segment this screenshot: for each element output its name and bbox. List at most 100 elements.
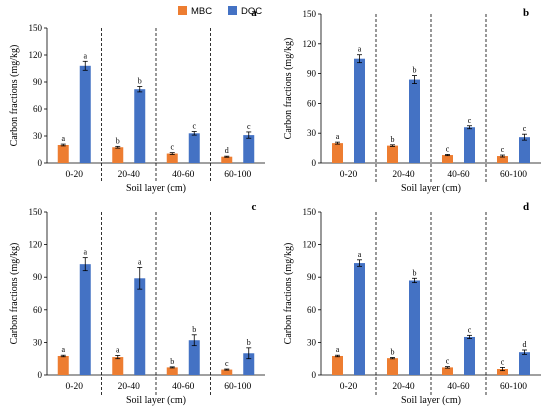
- bar-doc: [519, 137, 530, 163]
- bar-doc: [134, 278, 146, 375]
- y-axis-title: Carbon fractions (mg/kg): [9, 45, 20, 147]
- bar-doc: [79, 65, 91, 163]
- x-axis-title: Soil layer (cm): [126, 183, 186, 194]
- x-tick-label: 20-40: [118, 170, 140, 180]
- x-tick-label: 0-20: [66, 382, 84, 392]
- x-tick-label: 60-100: [224, 170, 251, 180]
- chart-panel-a: 0 30 60 90 120 150 a a 0-20 b b 20-40 c c 40-60 d c 60-10…: [9, 7, 265, 194]
- significance-label: a: [358, 45, 362, 54]
- y-tick-label: 120: [29, 50, 43, 60]
- significance-label: b: [413, 66, 417, 75]
- y-tick-label: 90: [33, 272, 43, 282]
- bar-doc: [188, 340, 200, 375]
- x-axis-title: Soil layer (cm): [126, 395, 186, 406]
- chart-panel-b: 0 30 60 90 120 150 a a 0-20 b b 20-40 c c 40-60 c c 60-10…: [283, 7, 541, 194]
- significance-label: b: [192, 325, 196, 334]
- significance-label: b: [170, 357, 174, 366]
- significance-label: b: [391, 348, 395, 357]
- y-tick-label: 150: [303, 207, 317, 217]
- y-tick-label: 90: [307, 69, 317, 79]
- bar-mbc: [166, 367, 178, 375]
- significance-label: c: [170, 143, 174, 152]
- bar-mbc: [112, 147, 124, 163]
- x-tick-label: 0-20: [66, 170, 84, 180]
- significance-label: a: [116, 345, 120, 354]
- significance-label: a: [61, 345, 65, 354]
- y-tick-label: 0: [38, 370, 43, 380]
- bar-doc: [464, 336, 475, 375]
- bar-mbc: [112, 357, 124, 375]
- bar-mbc: [497, 369, 508, 375]
- x-tick-label: 0-20: [340, 170, 358, 180]
- y-axis-title: Carbon fractions (mg/kg): [9, 243, 20, 345]
- bar-doc: [354, 263, 365, 375]
- panel-letter: d: [523, 201, 529, 213]
- y-axis-title: Carbon fractions (mg/kg): [283, 38, 294, 140]
- chart-panel-c: 0 30 60 90 120 150 a a 0-20 a a 20-40 b b 40-60 c b 60-10…: [9, 201, 265, 406]
- y-tick-label: 150: [29, 207, 43, 217]
- y-tick-label: 150: [29, 23, 43, 33]
- significance-label: c: [446, 357, 450, 366]
- x-axis-title: Soil layer (cm): [401, 183, 461, 194]
- bar-mbc: [57, 145, 69, 163]
- significance-label: a: [138, 257, 142, 266]
- y-tick-label: 0: [312, 158, 317, 168]
- x-tick-label: 20-40: [392, 170, 414, 180]
- legend: MBC DOC: [178, 6, 262, 17]
- significance-label: d: [225, 146, 229, 155]
- x-axis-title: Soil layer (cm): [401, 395, 461, 406]
- significance-label: a: [83, 51, 87, 60]
- y-tick-label: 60: [33, 305, 43, 315]
- bar-doc: [354, 58, 365, 164]
- significance-label: c: [468, 325, 472, 334]
- y-tick-label: 90: [307, 272, 317, 282]
- bar-mbc: [442, 155, 453, 163]
- x-tick-label: 20-40: [118, 382, 140, 392]
- legend-swatch-doc: [228, 6, 237, 15]
- x-tick-label: 40-60: [172, 382, 194, 392]
- y-tick-label: 120: [303, 240, 317, 250]
- significance-label: a: [336, 345, 340, 354]
- panel-letter: b: [523, 7, 529, 19]
- chart-panels: 0 30 60 90 120 150 a a 0-20 b b 20-40 c c 40-60 d c 60-10…: [9, 7, 541, 406]
- significance-label: c: [501, 357, 505, 366]
- bar-mbc: [57, 355, 69, 375]
- bar-doc: [134, 89, 146, 163]
- panel-letter: c: [252, 201, 257, 213]
- significance-label: b: [413, 268, 417, 277]
- y-tick-label: 90: [33, 77, 43, 87]
- significance-label: b: [138, 77, 142, 86]
- legend-label-mbc: MBC: [191, 6, 212, 17]
- legend-label-doc: DOC: [241, 6, 262, 17]
- significance-label: c: [446, 144, 450, 153]
- bar-mbc: [332, 355, 343, 375]
- bar-mbc: [221, 369, 233, 375]
- y-tick-label: 60: [307, 98, 317, 108]
- x-tick-label: 60-100: [500, 170, 527, 180]
- chart-panel-d: 0 30 60 90 120 150 a a 0-20 b b 20-40 c c 40-60 c d 60-10…: [283, 201, 541, 406]
- x-tick-label: 20-40: [392, 382, 414, 392]
- bar-mbc: [387, 358, 398, 375]
- bar-doc: [409, 79, 420, 163]
- y-tick-label: 30: [33, 131, 43, 141]
- y-tick-label: 120: [303, 39, 317, 49]
- significance-label: a: [336, 132, 340, 141]
- significance-label: b: [247, 338, 251, 347]
- significance-label: b: [391, 135, 395, 144]
- bar-mbc: [387, 145, 398, 163]
- legend-swatch-mbc: [178, 6, 187, 15]
- y-tick-label: 60: [307, 305, 317, 315]
- significance-label: a: [61, 134, 65, 143]
- y-tick-label: 120: [29, 240, 43, 250]
- bar-doc: [243, 135, 255, 163]
- bar-doc: [464, 127, 475, 163]
- x-tick-label: 40-60: [447, 170, 469, 180]
- panel-letter: a: [251, 7, 257, 19]
- bar-doc: [519, 352, 530, 375]
- significance-label: c: [523, 124, 527, 133]
- y-tick-label: 0: [38, 158, 43, 168]
- x-tick-label: 40-60: [447, 382, 469, 392]
- y-tick-label: 0: [312, 370, 317, 380]
- significance-label: c: [468, 116, 472, 125]
